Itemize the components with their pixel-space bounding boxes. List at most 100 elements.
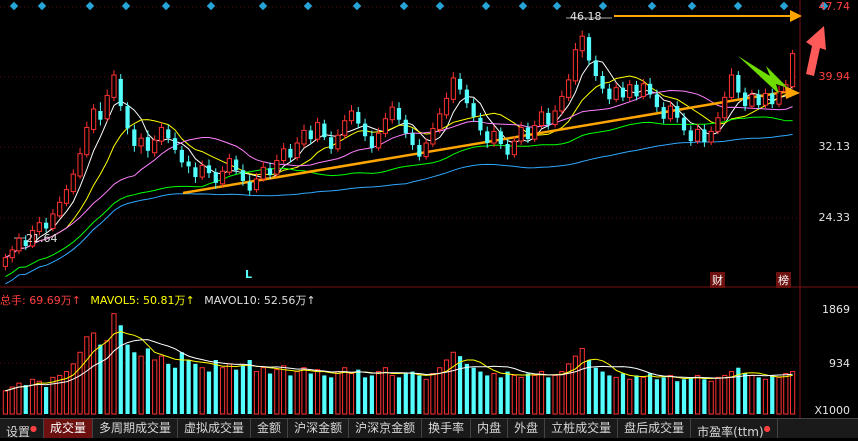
volume-bar-down [193, 363, 198, 414]
indicator-tab-bar: 设置● 成交量 多周期成交量 虚拟成交量 金额 沪深金额 沪深京金额 换手率 内… [0, 418, 858, 439]
candle-body-up [423, 142, 429, 158]
candle-body-down [193, 167, 198, 178]
candle-body-down [485, 131, 490, 144]
volume-bar-up [253, 371, 260, 415]
volume-bar-down [607, 375, 612, 414]
volume-bar-up [376, 371, 382, 415]
price-axis-label-3: 32.13 [818, 140, 851, 153]
tab-after-hours-volume[interactable]: 盘后成交量 [618, 419, 692, 438]
tab-sh-sz-amount[interactable]: 沪深金额 [288, 419, 350, 438]
candle-body-up [708, 130, 714, 143]
volume-bar-up [382, 367, 389, 415]
candle-body-up [77, 153, 83, 177]
volume-bar-down [654, 379, 659, 414]
candle-body-down [607, 88, 612, 100]
candle-body-down [240, 170, 246, 181]
volume-bar-up [138, 355, 144, 415]
candle-body-up [532, 125, 538, 140]
annotation-arrows [738, 10, 826, 99]
mavol10-label: MAVOL10: 52.56万↑ [204, 294, 316, 307]
volume-bar-down [620, 373, 626, 414]
volume-bar-up [57, 374, 63, 415]
time-marker-diamond [352, 1, 362, 11]
candle-body-up [511, 140, 517, 156]
volume-bar-down [471, 367, 476, 414]
candle-body-down [417, 144, 422, 157]
candle-body-up [158, 126, 165, 142]
volume-bar-down [688, 377, 693, 414]
candle-body-up [722, 96, 728, 119]
volume-bar-up [16, 382, 22, 415]
candle-body-up [579, 35, 585, 52]
candle-body-up [253, 178, 260, 191]
tab-multi-period-volume[interactable]: 多周期成交量 [93, 419, 179, 438]
volume-bar-down [742, 373, 748, 414]
volume-bar-down [586, 360, 592, 414]
volume-bar-up [2, 390, 8, 415]
bang-marker[interactable]: 榜 [776, 272, 791, 288]
low-price-label: 21.64 [26, 232, 58, 245]
candle-body-down [247, 181, 252, 191]
candle-body-up [667, 105, 674, 120]
candle-body-up [762, 92, 769, 106]
candle-body-down [172, 138, 178, 150]
candle-body-down [505, 144, 510, 155]
total-volume-label: 总手: 69.69万↑ [0, 294, 81, 307]
tab-pile-volume[interactable]: 立桩成交量 [545, 419, 619, 438]
candle-body-up [694, 128, 701, 142]
time-marker-diamond [435, 1, 445, 11]
green-arrow [738, 56, 788, 94]
volume-bar-down [44, 387, 49, 414]
candle-body-down [647, 83, 653, 95]
candle-body-up [2, 257, 8, 267]
volume-bar-up [783, 373, 789, 415]
mavol5-line [5, 330, 793, 392]
candle-body-up [152, 139, 158, 154]
volume-bar-down [505, 371, 510, 414]
tab-inner-volume[interactable]: 内盘 [471, 419, 509, 438]
red-arrow [806, 26, 826, 76]
candle-body-down [654, 94, 659, 108]
tab-amount[interactable]: 金额 [251, 419, 289, 438]
candle-body-down [586, 37, 592, 61]
price-axis-label-top: 47.74 [818, 0, 851, 13]
candle-body-down [471, 103, 476, 117]
volume-bar-up [36, 380, 42, 415]
tab-virtual-volume[interactable]: 虚拟成交量 [178, 419, 252, 438]
tab-volume[interactable]: 成交量 [44, 419, 94, 438]
candle-body-up [50, 213, 56, 230]
volume-bar-down [410, 371, 415, 414]
volume-bar-up [552, 374, 558, 415]
volume-bar-up [566, 363, 572, 415]
tab-settings[interactable]: 设置● [0, 419, 44, 439]
tab-pe-ttm[interactable]: 市盈率(ttm)● [691, 419, 778, 439]
candle-body-down [125, 106, 130, 129]
volume-bar-up [50, 376, 56, 415]
candle-body-down [44, 222, 49, 229]
tab-sh-sz-bj-amount[interactable]: 沪深京金额 [349, 419, 423, 438]
volume-bar-up [722, 374, 728, 415]
l-marker: L [245, 268, 253, 281]
volume-bar-down [179, 352, 184, 414]
volume-bar-up [335, 371, 341, 415]
candle-body-up [84, 126, 90, 156]
cai-marker[interactable]: 财 [710, 272, 725, 288]
volume-bar-up [443, 359, 450, 415]
candle-body-up [111, 74, 117, 98]
volume-bar-up [430, 373, 436, 415]
volume-bars [2, 313, 796, 415]
volume-bar-up [70, 363, 76, 415]
candlestick-series [2, 30, 796, 271]
candle-body-up [790, 53, 796, 88]
volume-bar-up [294, 371, 300, 415]
volume-bar-down [186, 360, 191, 414]
volume-bar-up [158, 355, 165, 415]
volume-bar-down [240, 365, 246, 414]
tab-outer-volume[interactable]: 外盘 [508, 419, 546, 438]
tab-turnover-rate[interactable]: 换手率 [422, 419, 472, 438]
volume-bar-down [247, 360, 252, 414]
candle-body-up [91, 108, 97, 130]
volume-bar-down [485, 375, 490, 414]
volume-bar-up [708, 380, 714, 415]
